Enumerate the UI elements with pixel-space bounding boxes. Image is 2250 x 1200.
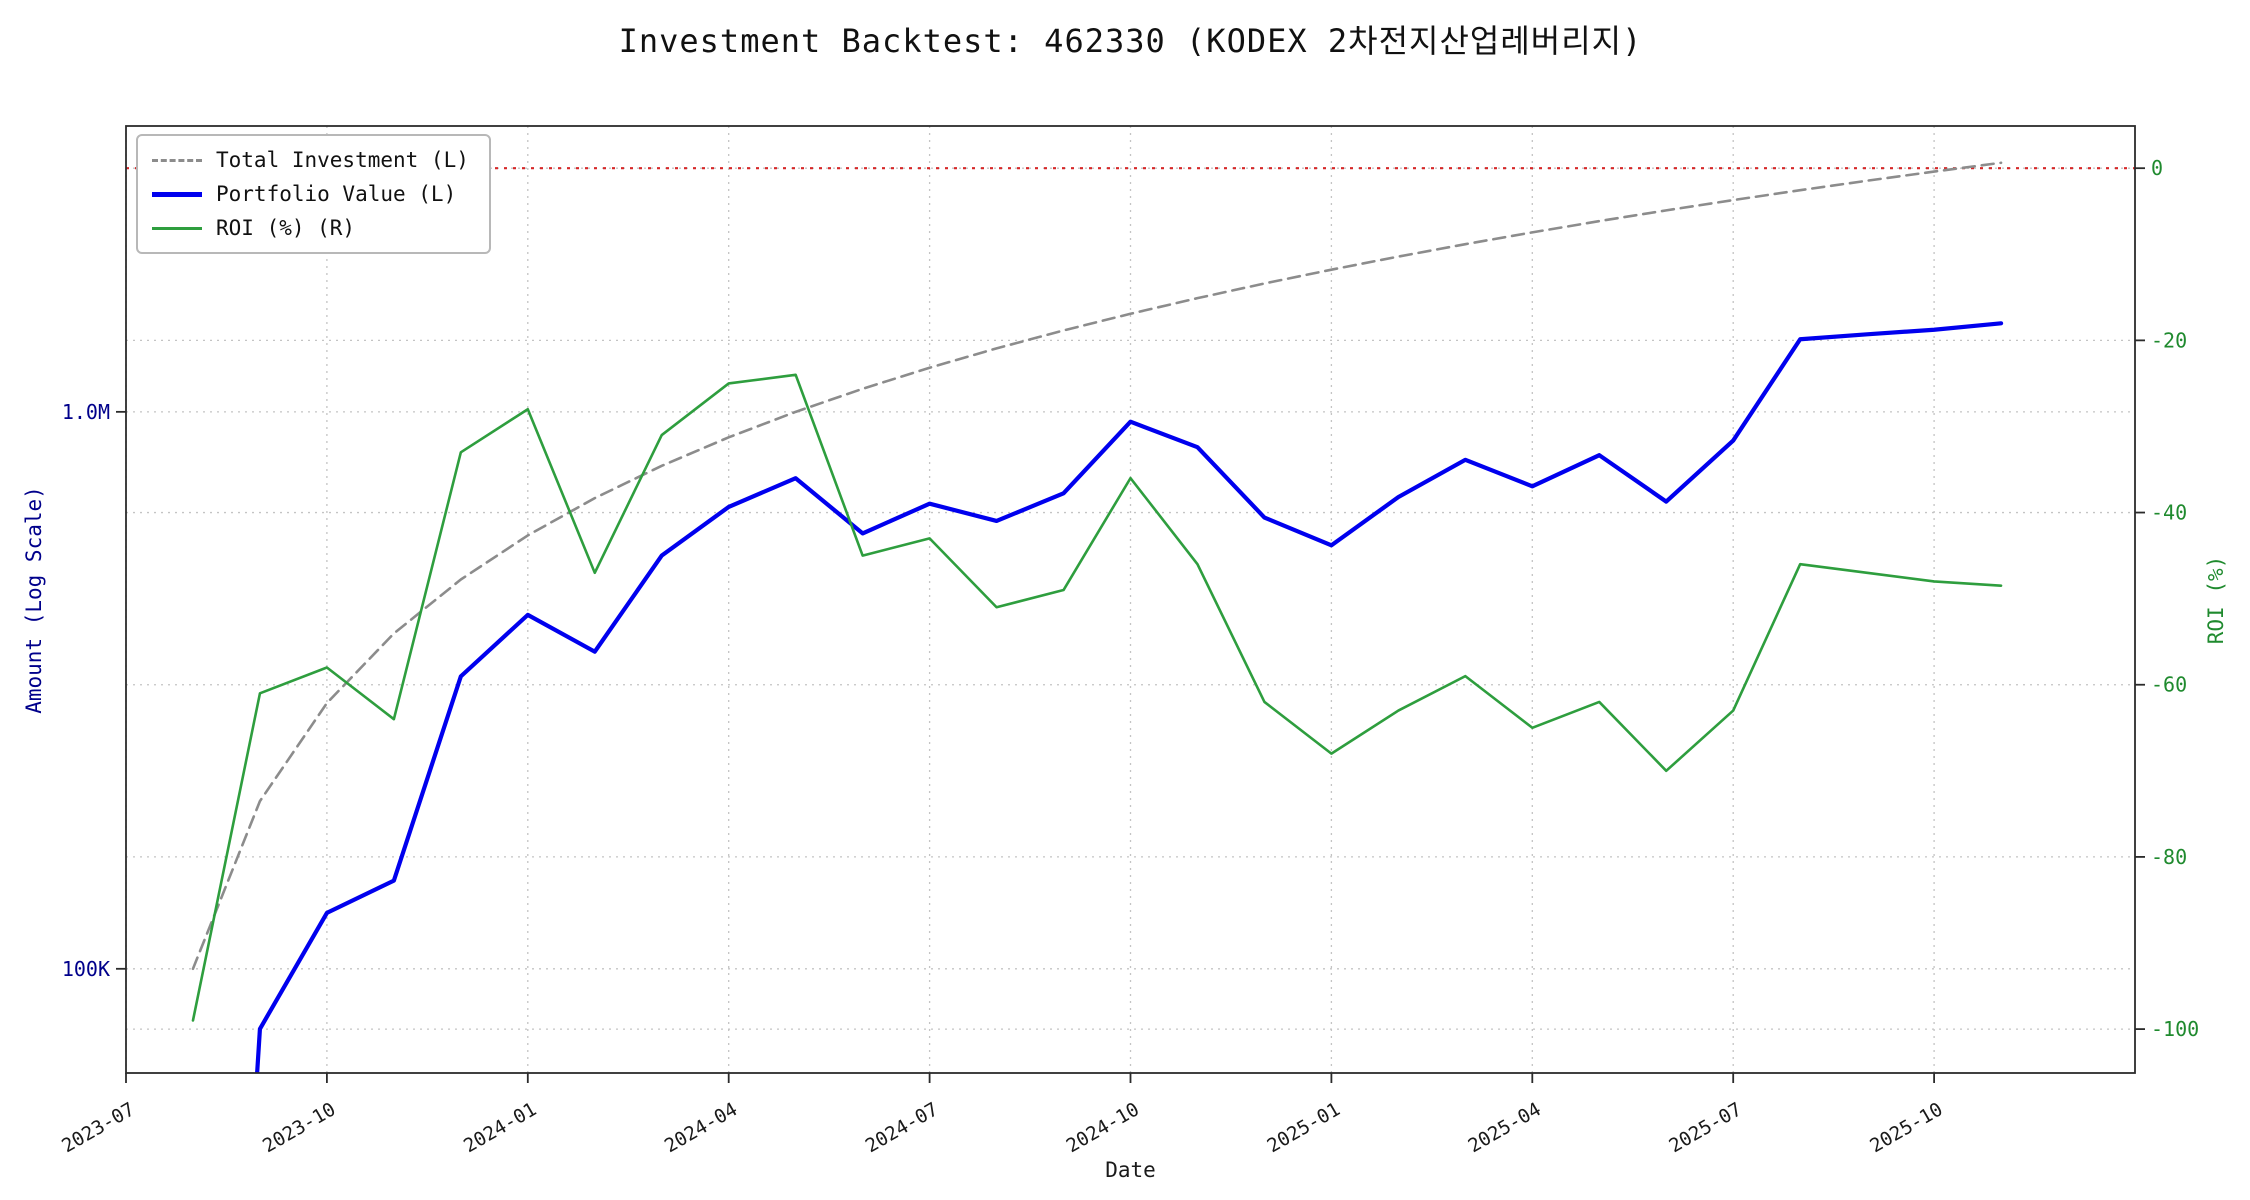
legend-item-roi: ROI (%) (R) (152, 216, 469, 240)
series-roi-r (191, 373, 2003, 1022)
y-left-tick-label: 1.0M (62, 400, 110, 424)
plot-background (126, 126, 2135, 1073)
legend-label-portfolio-value: Portfolio Value (L) (216, 182, 457, 206)
x-tick-label: 2024-07 (862, 1098, 942, 1157)
legend-line-portfolio-value-icon (152, 191, 202, 197)
x-axis-label: Date (1105, 1158, 1156, 1182)
x-tick-label: 2025-04 (1464, 1098, 1544, 1157)
y-left-tick-label: 100K (62, 957, 110, 981)
legend-item-portfolio-value: Portfolio Value (L) (152, 182, 469, 206)
legend-item-total-investment: Total Investment (L) (152, 148, 469, 172)
x-tick-label: 2025-01 (1264, 1098, 1344, 1157)
legend-label-roi: ROI (%) (R) (216, 216, 356, 240)
y-right-tick-label: -100 (2151, 1017, 2199, 1041)
x-tick-label: 2024-10 (1063, 1098, 1143, 1157)
y-right-tick-label: -20 (2151, 328, 2187, 352)
y-right-tick-label: 0 (2151, 156, 2163, 180)
y-right-tick-label: -80 (2151, 845, 2187, 869)
x-tick-label: 2023-10 (259, 1098, 339, 1157)
legend-line-roi-icon (152, 226, 202, 230)
x-tick-label: 2025-07 (1665, 1098, 1745, 1157)
series-total-investment-l (191, 161, 2003, 971)
x-tick-label: 2024-04 (661, 1098, 741, 1157)
y-right-tick-label: -40 (2151, 501, 2187, 525)
x-tick-label: 2024-01 (460, 1098, 540, 1157)
y-right-tick-label: -60 (2151, 673, 2187, 697)
series-portfolio-value-l (255, 321, 2004, 1073)
legend-line-total-investment-icon (152, 158, 202, 162)
legend-label-total-investment: Total Investment (L) (216, 148, 469, 172)
x-tick-label: 2023-07 (58, 1098, 138, 1157)
legend: Total Investment (L) Portfolio Value (L)… (136, 134, 491, 254)
x-tick-label: 2025-10 (1866, 1098, 1946, 1157)
chart-title: Investment Backtest: 462330 (KODEX 2차전지산… (618, 22, 1643, 60)
